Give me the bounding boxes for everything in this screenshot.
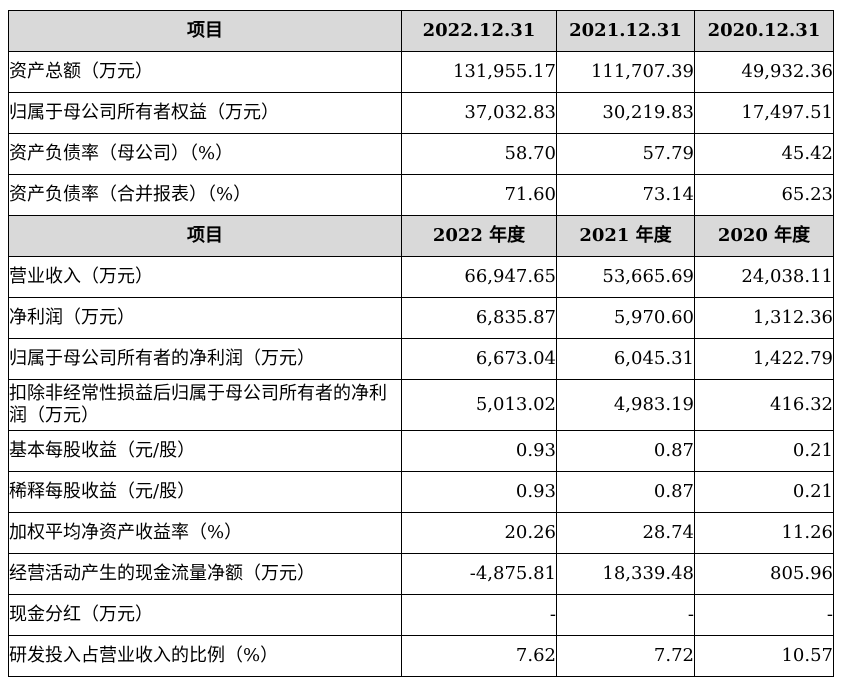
row-label: 经营活动产生的现金流量净额（万元） [8, 553, 402, 595]
column-header-2022-year: 2022 年度 [401, 215, 557, 257]
table-row: 研发投入占营业收入的比例（%） 7.62 7.72 10.57 [8, 635, 834, 677]
table-row: 稀释每股收益（元/股） 0.93 0.87 0.21 [8, 471, 834, 513]
cell-value: 6,673.04 [401, 338, 557, 380]
table-row: 归属于母公司所有者权益（万元） 37,032.83 30,219.83 17,4… [8, 92, 834, 134]
cell-value: 0.21 [694, 471, 834, 513]
table-row: 资产负债率（合并报表）（%） 71.60 73.14 65.23 [8, 174, 834, 216]
cell-value: 0.87 [556, 430, 695, 472]
cell-value: 11.26 [694, 512, 834, 554]
row-label: 资产负债率（合并报表）（%） [8, 174, 402, 216]
cell-value: 111,707.39 [556, 51, 695, 93]
row-label: 营业收入（万元） [8, 256, 402, 298]
cell-value: 45.42 [694, 133, 834, 175]
row-label: 加权平均净资产收益率（%） [8, 512, 402, 554]
column-header-2020-12-31: 2020.12.31 [694, 10, 834, 52]
cell-value: 30,219.83 [556, 92, 695, 134]
table-row: 净利润（万元） 6,835.87 5,970.60 1,312.36 [8, 297, 834, 339]
cell-value: 0.93 [401, 471, 557, 513]
cell-value: 49,932.36 [694, 51, 834, 93]
cell-value: 7.72 [556, 635, 695, 677]
cell-value: 6,835.87 [401, 297, 557, 339]
cell-value: 71.60 [401, 174, 557, 216]
table-row: 资产负债率（母公司）（%） 58.70 57.79 45.42 [8, 133, 834, 175]
row-label: 稀释每股收益（元/股） [8, 471, 402, 513]
table-row: 归属于母公司所有者的净利润（万元） 6,673.04 6,045.31 1,42… [8, 338, 834, 380]
cell-value: 0.87 [556, 471, 695, 513]
cell-value: 57.79 [556, 133, 695, 175]
cell-value: 24,038.11 [694, 256, 834, 298]
cell-value: 66,947.65 [401, 256, 557, 298]
row-label: 扣除非经常性损益后归属于母公司所有者的净利润（万元） [8, 379, 402, 431]
cell-value: 5,013.02 [401, 379, 557, 431]
table-header-row-income: 项目 2022 年度 2021 年度 2020 年度 [8, 215, 834, 257]
row-label: 归属于母公司所有者的净利润（万元） [8, 338, 402, 380]
cell-value: 7.62 [401, 635, 557, 677]
column-header-item: 项目 [8, 10, 402, 52]
table-row: 扣除非经常性损益后归属于母公司所有者的净利润（万元） 5,013.02 4,98… [8, 379, 834, 431]
cell-value: 10.57 [694, 635, 834, 677]
cell-value: 20.26 [401, 512, 557, 554]
cell-value: 4,983.19 [556, 379, 695, 431]
cell-value: 28.74 [556, 512, 695, 554]
column-header-item: 项目 [8, 215, 402, 257]
table-row: 现金分红（万元） - - - [8, 594, 834, 636]
financial-data-table: 项目 2022.12.31 2021.12.31 2020.12.31 资产总额… [8, 10, 834, 677]
cell-value: - [401, 594, 557, 636]
cell-value: 6,045.31 [556, 338, 695, 380]
column-header-2021-12-31: 2021.12.31 [556, 10, 695, 52]
cell-value: 805.96 [694, 553, 834, 595]
row-label: 净利润（万元） [8, 297, 402, 339]
cell-value: - [694, 594, 834, 636]
cell-value: 65.23 [694, 174, 834, 216]
cell-value: 1,422.79 [694, 338, 834, 380]
column-header-2022-12-31: 2022.12.31 [401, 10, 557, 52]
table-row: 营业收入（万元） 66,947.65 53,665.69 24,038.11 [8, 256, 834, 298]
row-label: 资产总额（万元） [8, 51, 402, 93]
row-label: 研发投入占营业收入的比例（%） [8, 635, 402, 677]
row-label: 现金分红（万元） [8, 594, 402, 636]
cell-value: 73.14 [556, 174, 695, 216]
cell-value: 58.70 [401, 133, 557, 175]
cell-value: 5,970.60 [556, 297, 695, 339]
cell-value: 0.21 [694, 430, 834, 472]
table-row: 资产总额（万元） 131,955.17 111,707.39 49,932.36 [8, 51, 834, 93]
table-row: 加权平均净资产收益率（%） 20.26 28.74 11.26 [8, 512, 834, 554]
row-label: 资产负债率（母公司）（%） [8, 133, 402, 175]
cell-value: 17,497.51 [694, 92, 834, 134]
table-header-row-balance: 项目 2022.12.31 2021.12.31 2020.12.31 [8, 10, 834, 52]
column-header-2020-year: 2020 年度 [694, 215, 834, 257]
table-row: 基本每股收益（元/股） 0.93 0.87 0.21 [8, 430, 834, 472]
cell-value: 18,339.48 [556, 553, 695, 595]
cell-value: - [556, 594, 695, 636]
cell-value: 416.32 [694, 379, 834, 431]
cell-value: -4,875.81 [401, 553, 557, 595]
cell-value: 37,032.83 [401, 92, 557, 134]
cell-value: 131,955.17 [401, 51, 557, 93]
table-row: 经营活动产生的现金流量净额（万元） -4,875.81 18,339.48 80… [8, 553, 834, 595]
cell-value: 53,665.69 [556, 256, 695, 298]
column-header-2021-year: 2021 年度 [556, 215, 695, 257]
cell-value: 1,312.36 [694, 297, 834, 339]
cell-value: 0.93 [401, 430, 557, 472]
row-label: 基本每股收益（元/股） [8, 430, 402, 472]
row-label: 归属于母公司所有者权益（万元） [8, 92, 402, 134]
